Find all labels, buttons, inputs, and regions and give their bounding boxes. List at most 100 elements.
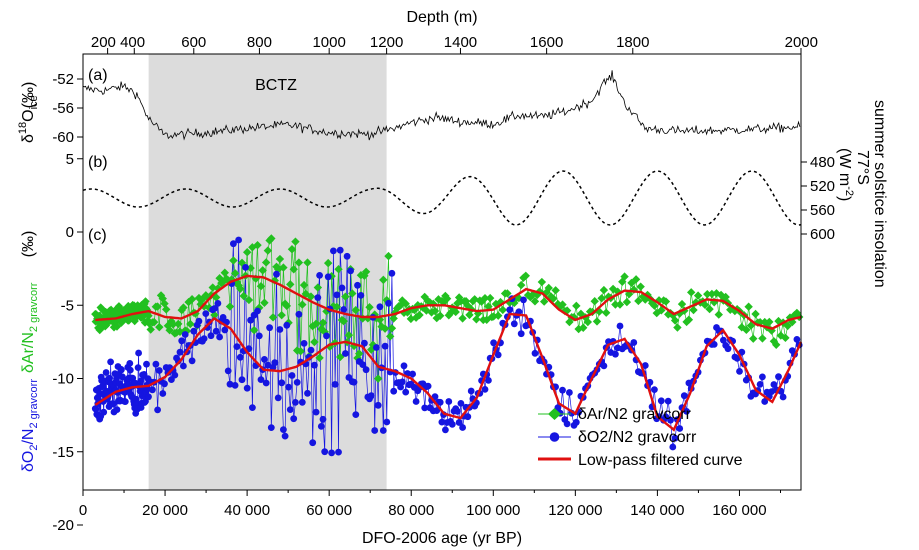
o2-point <box>102 369 110 376</box>
panel-a-ylabel: δ18Oice <box>17 95 40 143</box>
ar-point <box>242 248 252 257</box>
insolation-tick-label: 560 <box>810 202 835 219</box>
ar-point <box>318 318 328 327</box>
o2-point <box>554 404 562 412</box>
o2-point <box>266 324 273 332</box>
left-axis-ticks: -52 -56 -60 5 0 -5 -10 -15 -20 <box>52 71 83 534</box>
o2-point <box>264 361 272 369</box>
ar-point <box>211 293 221 302</box>
o2-point <box>676 425 684 432</box>
ar-point <box>261 258 271 267</box>
ar-point <box>675 309 684 318</box>
ar-point <box>155 322 164 332</box>
o2-point <box>412 398 420 405</box>
o2-point <box>159 390 167 397</box>
o2-point <box>324 273 332 281</box>
o2-point <box>286 406 294 413</box>
ar-point <box>687 288 696 297</box>
panel-c-tick-label: 5 <box>66 151 74 168</box>
ar-point <box>562 306 572 315</box>
o2-point <box>319 415 327 423</box>
o2-point <box>379 427 387 434</box>
ar-point <box>186 319 195 329</box>
ar-point <box>344 330 354 340</box>
insolation-ylabel: 77°S summer solstice insolation (W m-2) <box>836 100 888 288</box>
panel-a-tick-label: -52 <box>52 71 74 88</box>
ar-point <box>236 284 245 293</box>
o2-point <box>274 394 282 402</box>
o2-point <box>181 331 189 338</box>
ar-point <box>744 302 753 311</box>
panel-c-label: (c) <box>88 227 107 244</box>
o2-point <box>383 418 391 426</box>
ar-point <box>693 291 703 300</box>
svg-text:δ18Oice: δ18Oice <box>17 95 40 143</box>
o2-point <box>283 321 291 329</box>
o2-point <box>330 247 337 255</box>
o2-point <box>280 426 287 433</box>
o2-point <box>214 300 222 307</box>
ar-point <box>153 302 162 311</box>
ar-point <box>194 293 204 303</box>
ar-point <box>310 337 319 347</box>
ar-point <box>590 297 599 306</box>
ar-point <box>373 374 383 383</box>
ar-point <box>677 299 687 309</box>
o2-point <box>388 269 396 277</box>
o2-point <box>224 367 232 375</box>
o2-point <box>312 408 320 416</box>
bottom-tick-label: 120 000 <box>548 502 602 519</box>
o2-point <box>190 327 198 335</box>
o2-point <box>106 374 113 382</box>
ar-point <box>365 302 374 312</box>
ar-point <box>361 267 371 277</box>
ar-point <box>783 321 792 331</box>
o2-point <box>255 332 263 340</box>
o2-point <box>510 320 518 328</box>
o2-point <box>281 432 289 440</box>
legend: δAr/N2 gravcorr δO2/N2 gravcorr Low-pass… <box>538 406 743 469</box>
o2-point <box>238 376 246 384</box>
o2-point <box>161 380 168 388</box>
o2-point <box>759 373 766 381</box>
panel-a-tick-label: -56 <box>52 100 74 117</box>
ar-point <box>579 323 588 332</box>
ar-point <box>286 280 295 289</box>
o2-point <box>243 384 251 392</box>
o2-point <box>211 305 218 312</box>
panel-a-d18o-trace <box>82 70 801 141</box>
ar-point <box>168 320 178 329</box>
o2-point <box>202 310 210 317</box>
ar-point <box>544 283 553 293</box>
o2-point <box>467 387 475 395</box>
top-axis-title: Depth (m) <box>406 9 477 26</box>
o2-point <box>494 351 502 359</box>
o2-point <box>135 349 143 357</box>
o2-point <box>242 264 249 271</box>
ar-point <box>430 306 440 316</box>
ar-point <box>597 294 606 303</box>
ar-point <box>165 326 174 335</box>
ar-point <box>572 301 581 311</box>
o2-point <box>134 364 142 371</box>
ar-point <box>384 251 393 261</box>
o2-point <box>738 348 746 356</box>
ar-point <box>182 326 192 336</box>
o2-point <box>409 370 416 378</box>
ar-point <box>289 265 298 274</box>
ar-point <box>634 296 643 306</box>
o2-point <box>328 449 335 457</box>
ar-point <box>709 298 719 307</box>
o2-point <box>756 381 764 388</box>
o2-point <box>531 349 539 357</box>
o2-point <box>236 353 244 361</box>
bottom-axis-ticks: 0 20 000 40 000 60 000 80 000 100 000 120 000 1… <box>79 490 781 519</box>
ar-point <box>792 308 802 318</box>
ar-point <box>601 308 611 317</box>
o2-point <box>200 335 208 342</box>
o2-point <box>448 421 456 428</box>
o2-point <box>612 350 619 358</box>
ar-point <box>258 266 267 275</box>
top-tick-label: 800 <box>247 34 272 51</box>
insolation-tick-label: 600 <box>810 226 835 243</box>
